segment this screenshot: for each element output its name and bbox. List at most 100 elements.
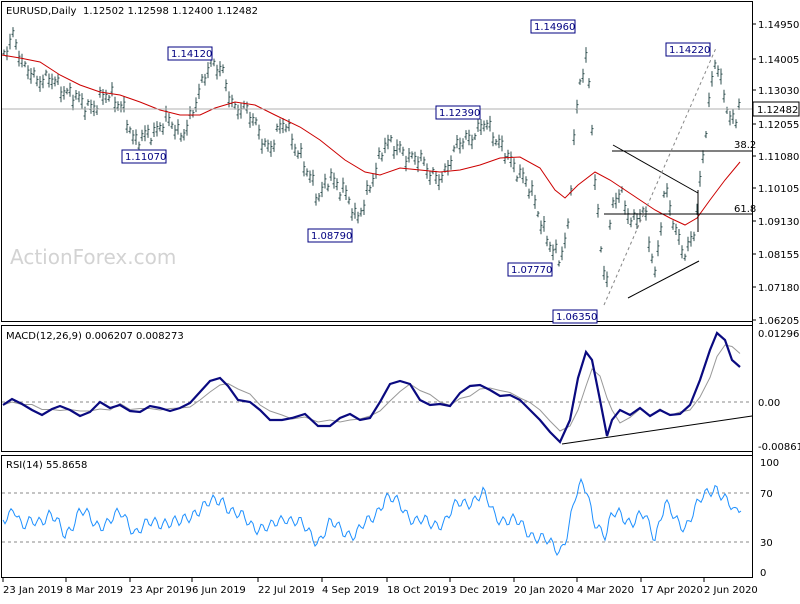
price-bar <box>698 170 702 187</box>
price-bar <box>305 168 309 177</box>
price-bar <box>410 151 414 159</box>
macd-tick-label: -0.008616 <box>758 442 800 453</box>
price-bar <box>221 64 225 74</box>
price-bar <box>212 58 216 67</box>
price-bar <box>494 139 498 146</box>
price-bar <box>26 65 30 80</box>
price-tick-label: 1.12055 <box>758 120 799 131</box>
price-bar <box>578 78 582 85</box>
price-bar <box>20 53 24 68</box>
price-bar <box>611 197 615 208</box>
price-bar <box>32 67 36 78</box>
price-bar <box>335 178 339 191</box>
price-bar <box>548 241 552 252</box>
price-bar <box>728 110 732 126</box>
price-bar <box>524 176 528 187</box>
price-bar <box>608 219 612 230</box>
svg-text:1.12482: 1.12482 <box>757 105 798 116</box>
price-bar <box>215 64 219 80</box>
macd-title: MACD(12,26,9) 0.006207 0.008273 <box>6 331 184 342</box>
price-bar <box>191 110 195 118</box>
price-bar <box>683 253 687 261</box>
price-bar <box>446 160 450 176</box>
price-bar <box>341 177 345 193</box>
price-bar <box>362 199 366 215</box>
price-bar <box>506 149 510 160</box>
price-bar <box>23 61 27 68</box>
time-tick-label: 23 Apr 2019 <box>130 585 192 596</box>
price-bar <box>326 183 330 192</box>
price-bar <box>203 73 207 86</box>
price-bar <box>287 119 291 132</box>
price-bar <box>197 83 201 99</box>
rally-dotted-line <box>603 47 717 306</box>
price-tick-label: 1.07180 <box>758 283 799 294</box>
price-bar <box>131 130 135 145</box>
price-bar <box>368 185 372 193</box>
ohlc-readout: 1.12502 1.12598 1.12400 1.12482 <box>83 6 258 17</box>
price-bar <box>422 156 426 166</box>
price-bar <box>617 189 621 203</box>
price-bar <box>545 235 549 247</box>
price-bar <box>278 118 282 134</box>
fib-38-label: 38.2 <box>734 140 756 151</box>
price-bar <box>650 253 654 264</box>
price-bar <box>113 96 117 113</box>
time-tick-label: 20 Jan 2020 <box>514 585 574 596</box>
price-bar <box>284 124 288 133</box>
price-bar <box>536 211 540 218</box>
price-bar <box>587 78 591 89</box>
price-bar <box>503 153 507 164</box>
price-bar <box>413 151 417 165</box>
price-bar <box>380 152 384 162</box>
price-bar <box>725 106 729 114</box>
price-bar <box>338 192 342 201</box>
price-bar <box>68 82 72 97</box>
price-bar <box>347 196 351 205</box>
price-bar <box>467 129 471 146</box>
price-bar <box>62 86 66 100</box>
price-bar <box>173 124 177 140</box>
price-bar <box>44 69 48 77</box>
price-bar <box>701 150 705 164</box>
price-bar <box>86 99 90 106</box>
price-bar <box>521 167 525 184</box>
current-price-marker: 1.12482 <box>752 101 800 117</box>
label-1-14220: 1.14220 <box>665 42 711 57</box>
price-bar <box>35 75 39 87</box>
price-bar <box>470 134 474 150</box>
price-bar <box>293 143 297 156</box>
price-bar <box>8 33 12 50</box>
price-bar <box>239 103 243 119</box>
price-bar <box>65 87 69 95</box>
price-bar <box>257 124 261 140</box>
price-bar <box>458 137 462 154</box>
price-bar <box>206 62 210 79</box>
price-bar <box>266 139 270 152</box>
price-bar <box>128 126 132 134</box>
price-bar <box>431 167 435 175</box>
price-tick-label: 1.11080 <box>758 152 799 163</box>
price-bar <box>572 129 576 146</box>
price-bar <box>677 229 681 245</box>
price-bar <box>185 119 189 136</box>
price-bar <box>428 170 432 185</box>
macd-line <box>2 331 741 444</box>
price-bar <box>371 174 375 187</box>
price-bar <box>290 133 294 150</box>
time-tick-label: 22 Jul 2019 <box>258 585 315 596</box>
price-bar <box>560 246 564 261</box>
price-bar <box>95 105 99 115</box>
svg-text:1.11070: 1.11070 <box>125 152 166 163</box>
price-bar <box>437 174 441 191</box>
price-bar <box>614 192 618 209</box>
price-bar <box>710 71 714 87</box>
price-bar <box>329 168 333 181</box>
price-bar <box>419 149 423 162</box>
price-bar <box>512 158 516 173</box>
price-bar <box>629 217 633 228</box>
price-bar <box>656 240 660 257</box>
price-bar <box>497 134 501 149</box>
price-bar <box>218 61 222 77</box>
